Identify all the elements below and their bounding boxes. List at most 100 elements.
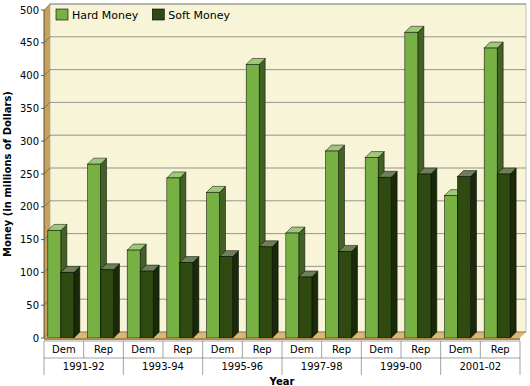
bar-top [101, 264, 120, 270]
x-tick-label: Rep [491, 344, 510, 355]
y-tick [41, 141, 44, 142]
chart-svg: 050100150200250300350400450500Money (in … [0, 0, 530, 386]
bar-side [510, 168, 516, 338]
bar [326, 151, 339, 338]
bar [246, 64, 259, 338]
bars [48, 26, 516, 338]
bar [127, 250, 140, 338]
legend-swatch [152, 9, 164, 20]
bar-3d [140, 265, 159, 338]
bar [458, 177, 471, 338]
x-tick-label: Dem [449, 344, 473, 355]
legend-label: Soft Money [168, 9, 230, 22]
x-group-label: 1999-00 [380, 361, 422, 372]
category-divider [282, 341, 283, 375]
bar-top [207, 186, 226, 192]
bar-top [167, 172, 186, 178]
bar-3d [339, 245, 358, 338]
x-group-label: 1997-98 [301, 361, 343, 372]
bar-top [378, 171, 397, 177]
x-tick-label: Rep [94, 344, 113, 355]
y-tick [41, 75, 44, 76]
y-axis-title: Money (in millions of Dollars) [2, 91, 13, 257]
y-tick-label: 50 [26, 300, 39, 311]
bar-side [431, 168, 437, 338]
grid-line [44, 37, 526, 43]
bar [418, 174, 431, 338]
chart-container: 050100150200250300350400450500Money (in … [0, 0, 530, 386]
bar [88, 164, 101, 338]
category-divider [401, 341, 402, 358]
y-tick [41, 305, 44, 306]
bar-side [471, 171, 477, 338]
bar-3d [101, 264, 120, 338]
bar-top [259, 241, 278, 247]
y-tick [41, 239, 44, 240]
bar [445, 196, 458, 338]
x-tick-label: Dem [52, 344, 76, 355]
y-tick-label: 500 [20, 5, 39, 16]
bar-top [88, 158, 107, 164]
bar-side [391, 171, 397, 338]
y-tick [41, 272, 44, 273]
category-divider [480, 341, 481, 358]
bar-top [220, 251, 239, 257]
category-divider [242, 341, 243, 358]
category-axis: DemRepDemRepDemRepDemRepDemRepDemRep1991… [44, 341, 520, 375]
legend: Hard Money Soft Money [56, 9, 230, 22]
bar-3d [61, 266, 80, 338]
bar-top [286, 227, 305, 233]
bar-side [153, 265, 159, 338]
bar-3d [299, 271, 318, 338]
x-group-label: 1991-92 [63, 361, 105, 372]
bar [497, 174, 510, 338]
bar-side [74, 266, 80, 338]
bar [101, 270, 114, 338]
x-tick-label: Rep [253, 344, 272, 355]
x-tick-label: Rep [332, 344, 351, 355]
bar-top [48, 224, 67, 230]
category-divider [321, 341, 322, 358]
x-tick-label: Rep [173, 344, 192, 355]
x-tick-label: Rep [411, 344, 430, 355]
bar-top [61, 266, 80, 272]
y-tick-label: 200 [20, 201, 39, 212]
category-divider [202, 341, 203, 375]
bar [48, 230, 61, 338]
bar [405, 32, 418, 338]
x-tick-label: Dem [131, 344, 155, 355]
bar [259, 247, 272, 338]
bar [61, 272, 74, 338]
bar-top [365, 152, 384, 158]
bar-side [272, 241, 278, 338]
category-divider [123, 341, 124, 375]
legend-swatch [56, 9, 68, 20]
bar-top [299, 271, 318, 277]
bar-top [326, 145, 345, 151]
bar [207, 192, 220, 338]
x-group-label: 2001-02 [459, 361, 501, 372]
x-tick-label: Dem [369, 344, 393, 355]
grid-line [44, 168, 526, 174]
y-tick [41, 206, 44, 207]
y-tick [41, 174, 44, 175]
bar [299, 277, 312, 338]
bar [286, 233, 299, 338]
y-tick-label: 350 [20, 103, 39, 114]
bar-3d [180, 257, 199, 338]
y-tick-label: 300 [20, 136, 39, 147]
y-tick-label: 450 [20, 37, 39, 48]
bar-top [127, 244, 146, 250]
y-tick-label: 0 [33, 333, 39, 344]
bar [180, 263, 193, 338]
bar-3d [418, 168, 437, 338]
bar-3d [259, 241, 278, 338]
bar [378, 177, 391, 338]
bar-side [193, 257, 199, 338]
y-tick [41, 108, 44, 109]
grid-line [44, 135, 526, 141]
bar-top [339, 245, 358, 251]
bar [484, 48, 497, 338]
x-tick-label: Dem [290, 344, 314, 355]
legend-label: Hard Money [72, 9, 139, 22]
